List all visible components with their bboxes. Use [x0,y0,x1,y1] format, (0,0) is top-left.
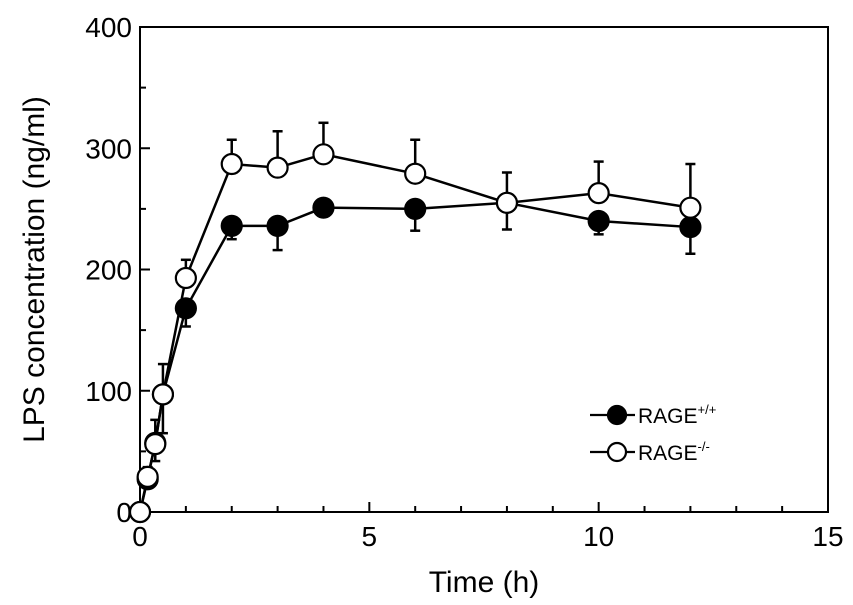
x-tick-label: 10 [583,521,614,552]
data-point [220,152,243,176]
x-axis-title: Time (h) [429,566,540,599]
data-point [679,196,702,219]
legend-label-base: RAGE [638,405,698,428]
data-point [587,182,610,205]
series-layer [128,121,702,524]
legend-label-superscript: -/- [698,439,710,454]
data-point [266,214,289,237]
legend-entry: RAGE+/+ [590,402,716,428]
data-point [136,465,159,488]
y-tick-label: 0 [116,497,132,528]
series-rage-wt [128,191,702,524]
y-tick-label: 300 [85,133,132,164]
legend-entry: RAGE-/- [590,439,710,465]
y-tick-label: 100 [85,376,132,407]
x-tick-label: 15 [812,521,843,552]
data-point [174,266,197,290]
series-rage-ko [128,121,702,524]
plot-frame [139,26,829,513]
data-point [679,215,702,239]
legend-label: RAGE+/+ [638,402,716,428]
data-point [312,196,335,219]
data-point [144,433,167,456]
data-point [151,383,175,406]
legend-label: RAGE-/- [638,439,710,465]
data-point [266,156,289,179]
data-point [404,197,427,220]
data-point [404,162,427,185]
y-tick-label: 400 [85,12,132,43]
data-point [587,209,610,233]
tick-labels: 0 100 200 300 400 0 5 10 15 [85,12,843,552]
legend-marker [606,404,628,426]
x-tick-label: 5 [362,521,378,552]
y-tick-label: 200 [85,255,132,286]
tick-marks [139,26,829,513]
series-line [138,201,691,513]
legend: RAGE+/+RAGE-/- [590,402,716,465]
data-point [312,143,335,166]
legend-marker [606,441,628,463]
data-point [495,191,519,214]
data-point [220,214,243,237]
y-axis-title: LPS concentration (ng/ml) [18,96,51,443]
data-point [128,500,152,524]
axes [139,26,829,513]
legend-label-superscript: +/+ [698,402,717,417]
legend-label-base: RAGE [638,442,698,465]
x-tick-label: 0 [132,521,148,552]
